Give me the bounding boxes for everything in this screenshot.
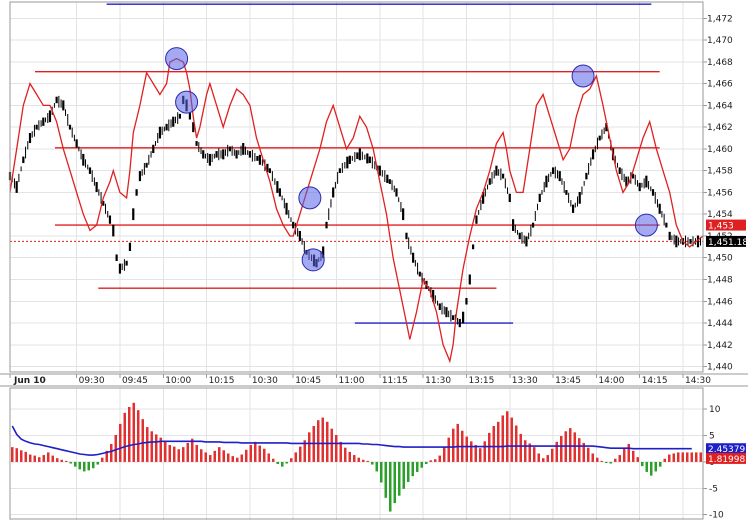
highlight-circle — [175, 90, 199, 114]
indicator-pane-frame — [9, 387, 704, 520]
time-axis-label: 14:15 — [642, 376, 668, 386]
horizontal-levels — [10, 3, 703, 324]
price-axis-label: 1,448 — [707, 276, 733, 286]
histogram-bars — [11, 402, 702, 512]
highlight-circle — [298, 186, 322, 210]
indicator-axis-label: 5 — [709, 432, 715, 442]
time-axis-label: 10:45 — [295, 376, 321, 386]
oscillator-value-tag-bg — [706, 219, 746, 231]
oscillator-value-tag: 1,453 — [708, 222, 734, 232]
time-axis-label: 09:45 — [122, 376, 148, 386]
time-axis-label: 13:30 — [512, 376, 538, 386]
histogram-value-tag-bg — [706, 452, 746, 464]
indicator-axis-label: -10 — [709, 511, 724, 520]
price-axis-label: 1,464 — [707, 101, 733, 111]
signal-value-tag-bg — [706, 443, 746, 455]
price-axis-label: 1,458 — [707, 167, 733, 177]
axis-labels: 1,4401,4421,4441,4461,4481,4501,4521,454… — [9, 14, 733, 521]
price-axis-label: 1,454 — [707, 210, 733, 220]
time-axis-label: 13:15 — [468, 376, 494, 386]
price-axis-label: 1,472 — [707, 14, 733, 24]
gridlines — [9, 2, 703, 520]
price-axis-label: 1,444 — [707, 319, 733, 329]
price-axis-label: 1,462 — [707, 123, 733, 133]
time-axis-label: 10:30 — [252, 376, 278, 386]
highlight-circle — [634, 213, 658, 237]
price-axis-label: 1,460 — [707, 145, 733, 155]
highlight-circle — [571, 64, 595, 88]
highlight-circles — [165, 47, 658, 272]
last-price-tag-bg — [706, 235, 746, 247]
last-price-tag: 1,451.18 — [708, 238, 748, 248]
price-axis-label: 1,440 — [707, 363, 733, 373]
signal-value-tag: 2.45379 — [708, 445, 745, 455]
time-axis-label: 14:30 — [685, 376, 711, 386]
price-pane-frame — [9, 1, 704, 373]
signal-series — [11, 425, 692, 456]
signal-line — [11, 425, 692, 456]
price-bars — [8, 95, 702, 328]
price-axis-label: 1,468 — [707, 58, 733, 68]
indicator-axis-label: 10 — [709, 405, 721, 415]
time-axis-label: 09:30 — [79, 376, 105, 386]
time-axis-label: 13:45 — [555, 376, 581, 386]
time-axis-label: 14:00 — [598, 376, 624, 386]
time-axis-label: 11:00 — [339, 376, 365, 386]
indicator-axis-label: -5 — [709, 484, 718, 494]
oscillator-line — [9, 57, 704, 364]
highlight-circle — [301, 248, 325, 272]
price-axis-label: 1,470 — [707, 36, 733, 46]
highlight-circle — [165, 47, 189, 71]
time-axis-label: 10:00 — [165, 376, 191, 386]
price-axis-label: 1,450 — [707, 254, 733, 264]
histogram-value-tag: 1.81998 — [708, 455, 745, 465]
price-axis-label: 1,442 — [707, 341, 733, 351]
time-axis-label: 10:15 — [209, 376, 235, 386]
time-axis-label: 11:30 — [425, 376, 451, 386]
price-axis-label: 1,456 — [707, 188, 733, 198]
price-axis-label: 1,466 — [707, 80, 733, 90]
oscillator-series — [9, 57, 704, 364]
price-axis-label: 1,446 — [707, 297, 733, 307]
time-axis-label: 11:15 — [382, 376, 408, 386]
time-axis-label: Jun 10 — [13, 376, 46, 386]
